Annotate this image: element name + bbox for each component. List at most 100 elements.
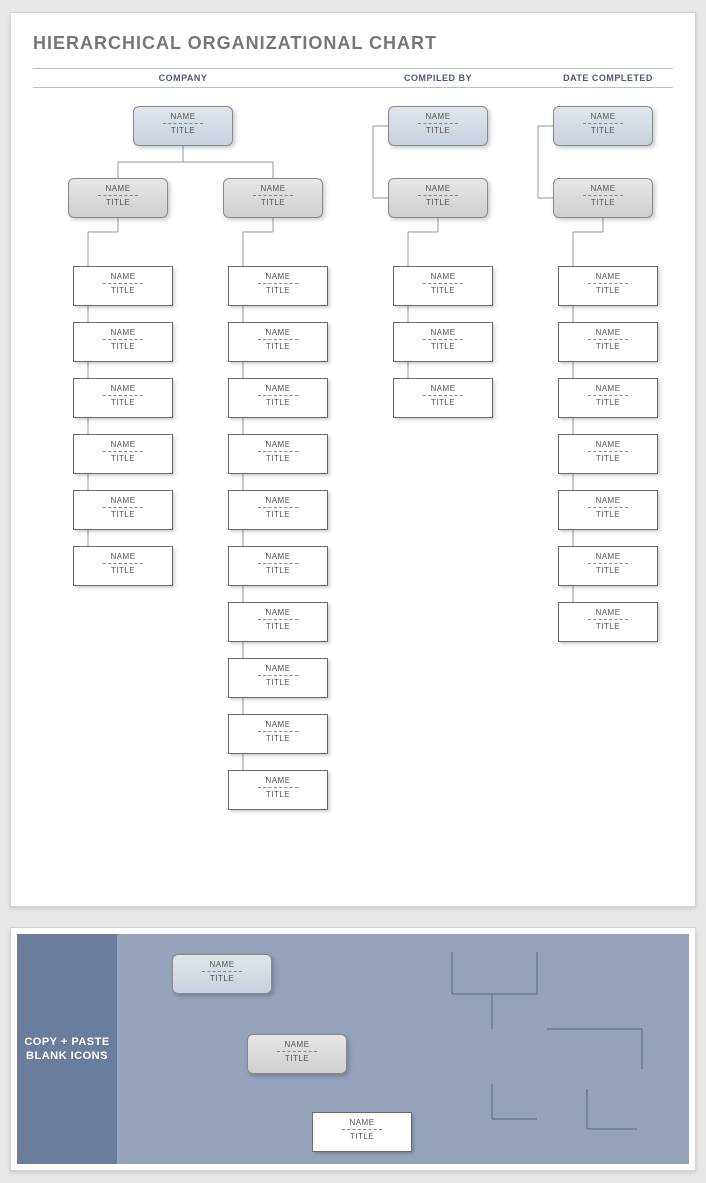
org-box-title: TITLE: [229, 622, 327, 631]
org-box-A2f[interactable]: NAMETITLE: [228, 546, 328, 586]
org-box-divider: [418, 195, 458, 196]
org-box-name: NAME: [74, 552, 172, 561]
org-box-A1[interactable]: NAMETITLE: [68, 178, 168, 218]
chart-title: HIERARCHICAL ORGANIZATIONAL CHART: [33, 33, 673, 54]
palette-canvas: NAMETITLENAMETITLENAMETITLE: [117, 934, 689, 1164]
org-box-C[interactable]: NAMETITLE: [553, 106, 653, 146]
org-box-divider: [103, 451, 143, 452]
org-box-name: NAME: [394, 384, 492, 393]
org-box-name: NAME: [229, 552, 327, 561]
org-box-B1b[interactable]: NAMETITLE: [393, 322, 493, 362]
org-box-title: TITLE: [559, 286, 657, 295]
org-box-name: NAME: [74, 440, 172, 449]
org-box-B1[interactable]: NAMETITLE: [388, 178, 488, 218]
org-box-title: TITLE: [173, 974, 271, 983]
org-box-A2j[interactable]: NAMETITLE: [228, 770, 328, 810]
org-box-B[interactable]: NAMETITLE: [388, 106, 488, 146]
org-box-C1a[interactable]: NAME TITLE: [558, 266, 658, 306]
org-box-P0[interactable]: NAMETITLE: [172, 954, 272, 994]
org-box-divider: [98, 195, 138, 196]
org-box-name: NAME: [559, 384, 657, 393]
org-box-title: TITLE: [74, 566, 172, 575]
org-box-name: NAME: [389, 184, 487, 193]
org-box-name: NAME: [559, 608, 657, 617]
org-box-divider: [258, 339, 298, 340]
org-box-title: TITLE: [69, 198, 167, 207]
org-box-A1c[interactable]: NAME TITLE: [73, 378, 173, 418]
org-box-divider: [103, 283, 143, 284]
org-box-divider: [588, 395, 628, 396]
org-box-A1e[interactable]: NAMETITLE: [73, 490, 173, 530]
org-box-title: TITLE: [394, 286, 492, 295]
org-box-title: TITLE: [229, 286, 327, 295]
org-box-C1e[interactable]: NAMETITLE: [558, 490, 658, 530]
palette-sheet: COPY + PASTE BLANK ICONS NAMETITLENAMETI…: [10, 927, 696, 1171]
org-box-B1c[interactable]: NAMETITLE: [393, 378, 493, 418]
org-box-A1d[interactable]: NAMETITLE: [73, 434, 173, 474]
chart-canvas: NAME TITLE NAME TITLE NAME TITLE NAME TITLE NAME…: [33, 106, 673, 876]
org-box-name: NAME: [74, 328, 172, 337]
org-box-name: NAME: [229, 720, 327, 729]
org-box-divider: [202, 971, 242, 972]
header-row: COMPANY COMPILED BY DATE COMPLETED: [33, 68, 673, 88]
org-box-divider: [258, 283, 298, 284]
org-box-divider: [277, 1051, 317, 1052]
org-box-divider: [163, 123, 203, 124]
org-box-divider: [588, 507, 628, 508]
org-box-divider: [583, 195, 623, 196]
org-box-A2b[interactable]: NAMETITLE: [228, 322, 328, 362]
org-box-name: NAME: [229, 440, 327, 449]
org-box-A2h[interactable]: NAMETITLE: [228, 658, 328, 698]
org-box-title: TITLE: [229, 734, 327, 743]
org-box-name: NAME: [394, 272, 492, 281]
org-box-title: TITLE: [134, 126, 232, 135]
org-box-A2d[interactable]: NAMETITLE: [228, 434, 328, 474]
org-box-P2[interactable]: NAMETITLE: [312, 1112, 412, 1152]
org-box-A2[interactable]: NAMETITLE: [223, 178, 323, 218]
palette-label: COPY + PASTE BLANK ICONS: [17, 934, 117, 1164]
org-box-title: TITLE: [313, 1132, 411, 1141]
org-box-divider: [103, 339, 143, 340]
org-box-A2c[interactable]: NAMETITLE: [228, 378, 328, 418]
org-box-name: NAME: [229, 776, 327, 785]
org-box-title: TITLE: [74, 398, 172, 407]
org-box-name: NAME: [74, 272, 172, 281]
org-box-A2g[interactable]: NAMETITLE: [228, 602, 328, 642]
org-box-A2e[interactable]: NAMETITLE: [228, 490, 328, 530]
org-box-divider: [258, 675, 298, 676]
org-box-divider: [423, 283, 463, 284]
org-box-name: NAME: [559, 440, 657, 449]
org-box-C1[interactable]: NAMETITLE: [553, 178, 653, 218]
org-box-divider: [588, 563, 628, 564]
org-box-divider: [588, 339, 628, 340]
org-box-C1f[interactable]: NAMETITLE: [558, 546, 658, 586]
org-box-name: NAME: [74, 496, 172, 505]
header-date-completed: DATE COMPLETED: [543, 73, 673, 83]
org-box-title: TITLE: [229, 342, 327, 351]
org-box-title: TITLE: [559, 342, 657, 351]
org-box-divider: [253, 195, 293, 196]
org-box-A2i[interactable]: NAME TITLE: [228, 714, 328, 754]
header-compiled-by: COMPILED BY: [333, 73, 543, 83]
org-box-name: NAME: [248, 1040, 346, 1049]
org-box-B1a[interactable]: NAME TITLE: [393, 266, 493, 306]
org-box-C1b[interactable]: NAME TITLE: [558, 322, 658, 362]
org-box-name: NAME: [559, 272, 657, 281]
org-box-A1b[interactable]: NAMETITLE: [73, 322, 173, 362]
org-box-C1c[interactable]: NAMETITLE: [558, 378, 658, 418]
org-box-A1f[interactable]: NAME TITLE: [73, 546, 173, 586]
org-box-A[interactable]: NAMETITLE: [133, 106, 233, 146]
org-box-P1[interactable]: NAME TITLE: [247, 1034, 347, 1074]
org-box-C1g[interactable]: NAMETITLE: [558, 602, 658, 642]
org-box-name: NAME: [74, 384, 172, 393]
org-box-name: NAME: [559, 552, 657, 561]
org-box-title: TITLE: [229, 398, 327, 407]
org-box-title: TITLE: [248, 1054, 346, 1063]
org-box-divider: [342, 1129, 382, 1130]
org-box-A1a[interactable]: NAMETITLE: [73, 266, 173, 306]
org-box-name: NAME: [229, 496, 327, 505]
org-box-title: TITLE: [554, 126, 652, 135]
org-box-A2a[interactable]: NAMETITLE: [228, 266, 328, 306]
org-box-name: NAME: [559, 328, 657, 337]
org-box-C1d[interactable]: NAMETITLE: [558, 434, 658, 474]
